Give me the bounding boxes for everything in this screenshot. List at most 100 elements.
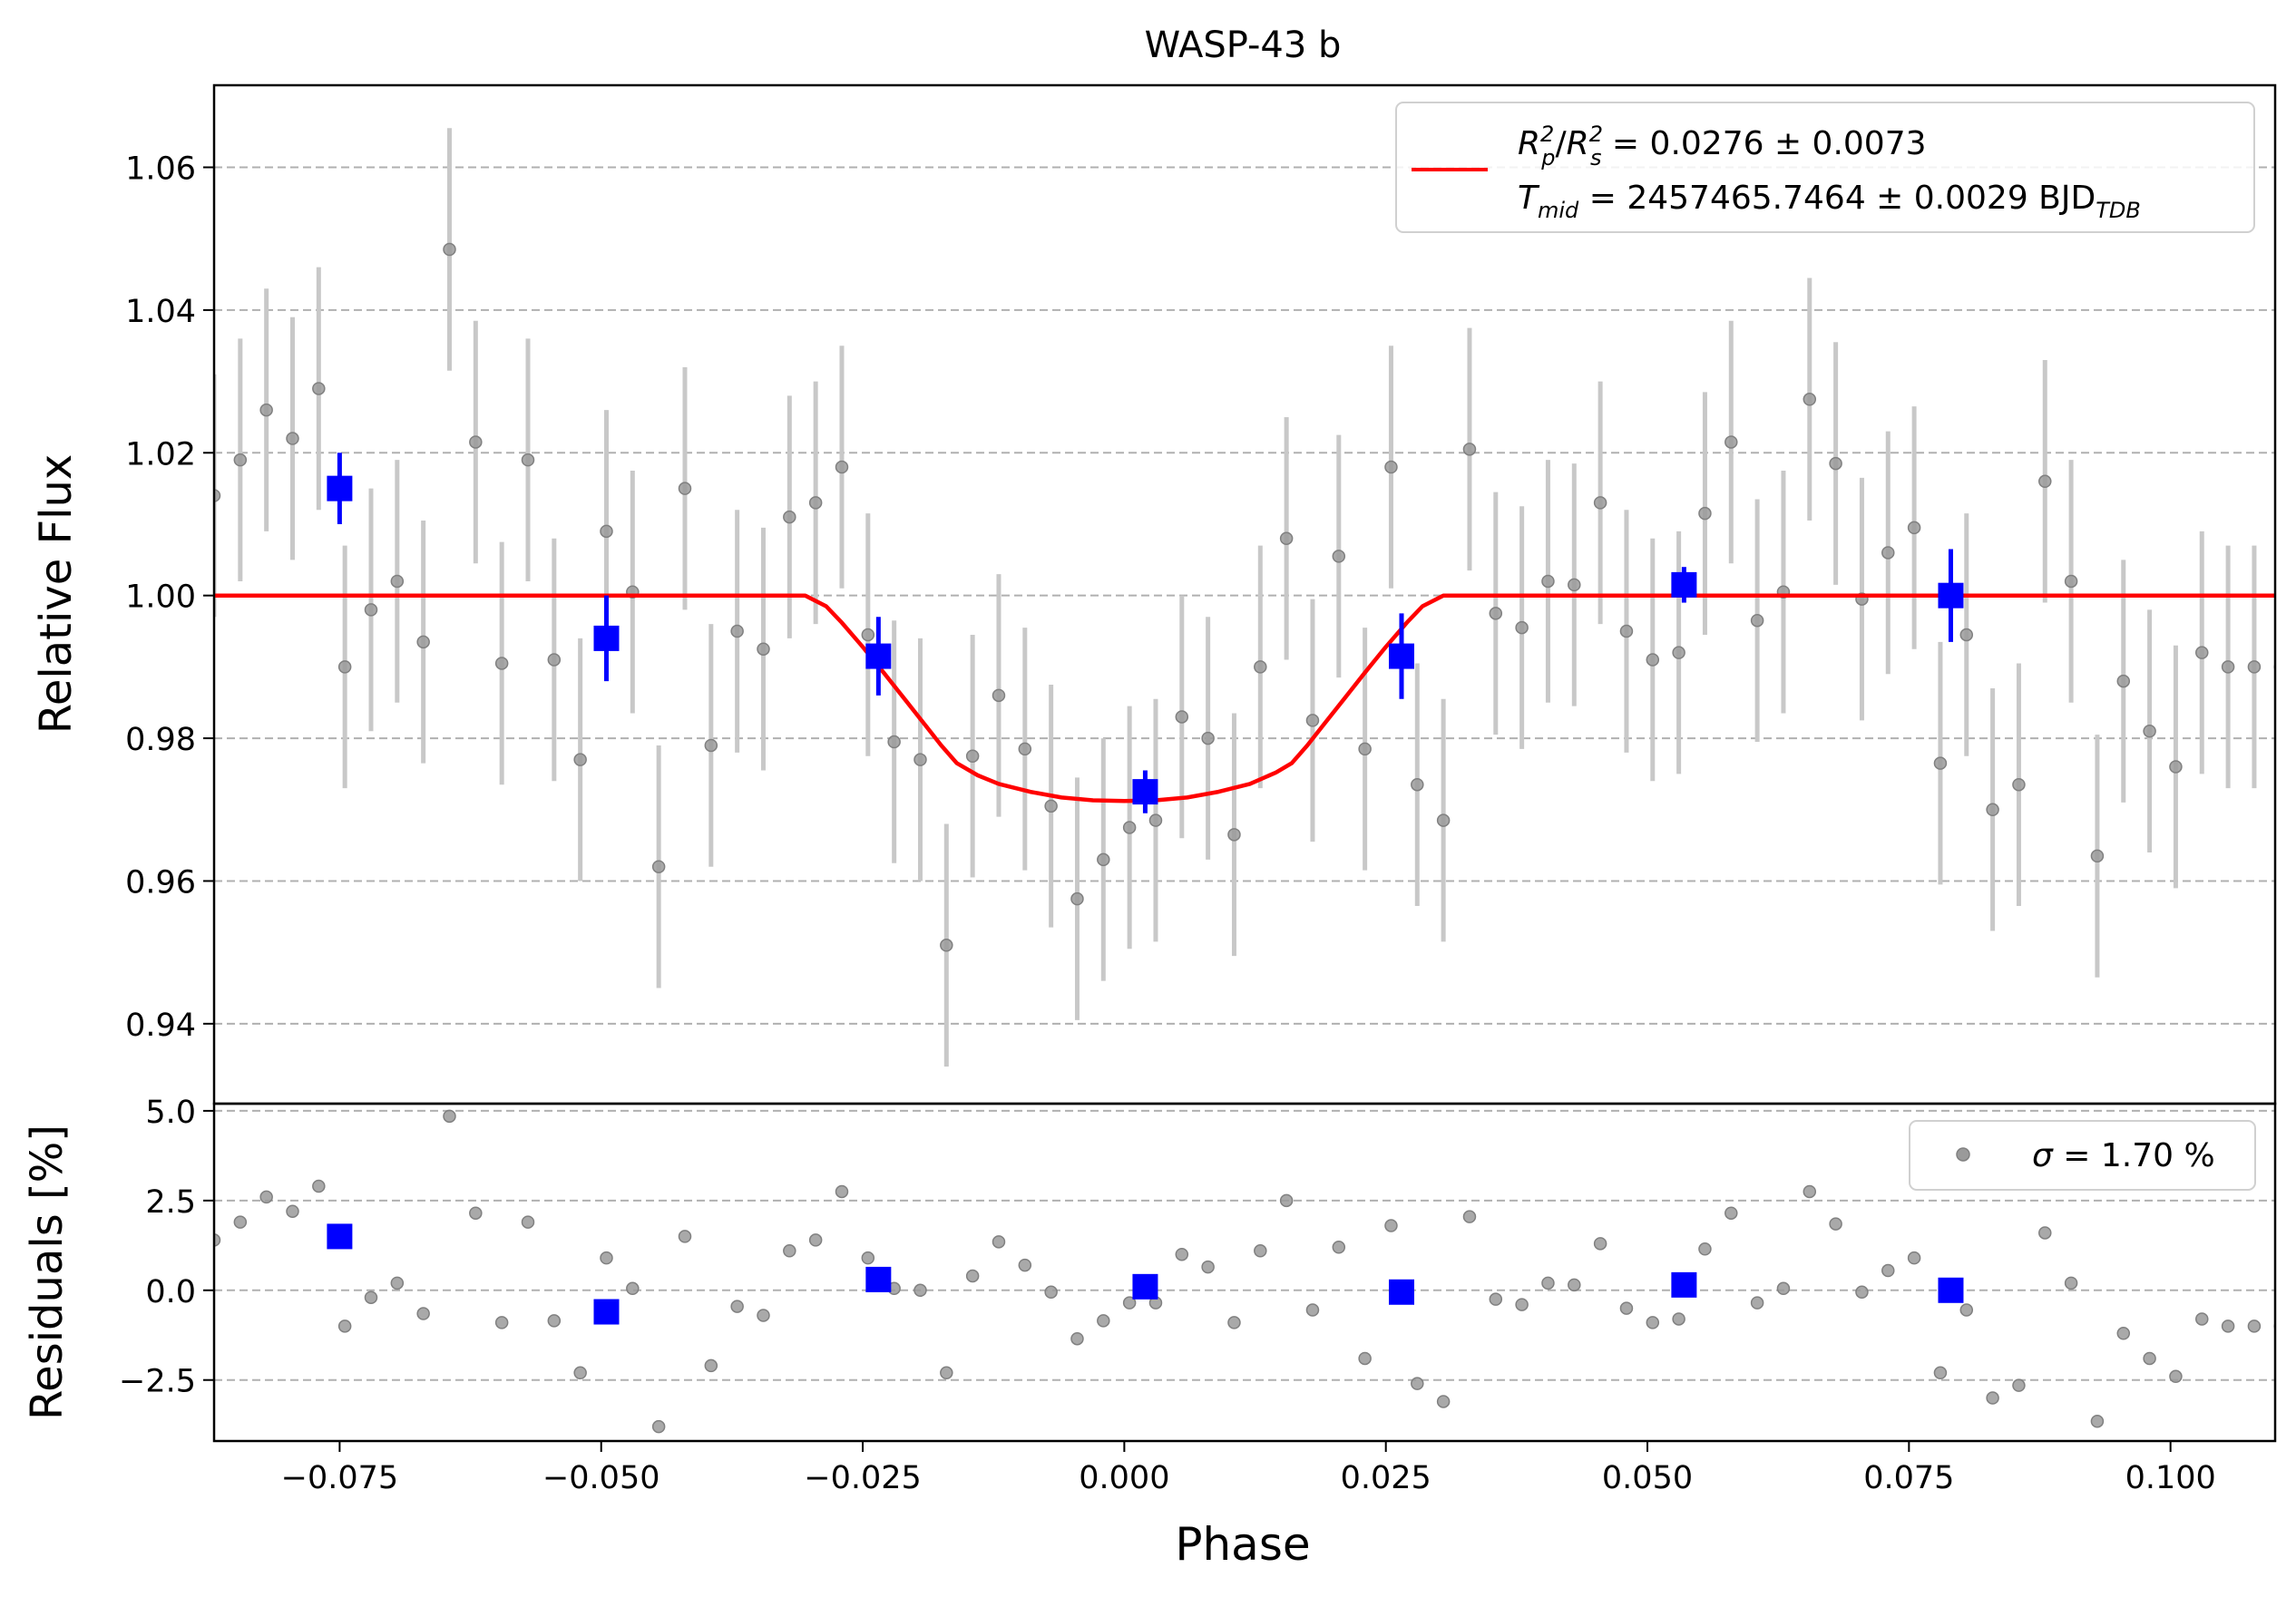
residuals-raw-point <box>2195 1312 2209 1326</box>
flux-raw-point <box>1881 546 1895 560</box>
flux-raw-point <box>1750 613 1764 628</box>
residuals-raw-point <box>600 1251 613 1265</box>
residuals-raw-point <box>808 1233 823 1247</box>
residuals-raw-point <box>704 1358 718 1373</box>
flux-raw-point <box>1279 531 1294 545</box>
flux-raw-point <box>1201 731 1215 745</box>
residuals-raw-point <box>2143 1351 2156 1366</box>
phase-x-tick-label: 0.000 <box>1079 1460 1169 1496</box>
residuals-raw-point <box>861 1251 875 1265</box>
residuals-raw-point <box>259 1190 273 1204</box>
residuals-y-tick-label: 2.5 <box>145 1184 196 1221</box>
flux-raw-point <box>1541 574 1555 589</box>
residuals-raw-point <box>1411 1377 1424 1390</box>
flux-raw-point <box>1568 578 1581 592</box>
flux-raw-point <box>757 642 770 656</box>
residuals-raw-point <box>1803 1184 1817 1199</box>
residuals-y-tick-label: 0.0 <box>145 1274 196 1310</box>
chart-title: WASP-43 b <box>1145 24 1342 66</box>
residuals-y-axis-label: Residuals [%] <box>22 1125 73 1420</box>
residuals-binned-points <box>327 1223 1964 1325</box>
residuals-raw-point <box>1044 1285 1058 1300</box>
flux-raw-point <box>2038 474 2052 489</box>
phase-x-tick-label: −0.050 <box>542 1460 660 1496</box>
flux-binned-point <box>865 643 892 669</box>
residuals-binned-point <box>593 1299 620 1325</box>
residuals-raw-point <box>1462 1210 1477 1223</box>
flux-raw-point <box>1593 496 1607 510</box>
residuals-raw-point <box>1959 1303 1974 1317</box>
residuals-y-ticks: −2.5 0.0 2.5 5.0 <box>119 1095 214 1400</box>
flux-legend: R2 p/R2 s = 0.0276 ± 0.0073 Tmid = 2457465… <box>1395 102 2255 233</box>
residuals-raw-point <box>678 1230 692 1243</box>
flux-raw-point <box>1332 550 1346 563</box>
residuals-raw-point <box>783 1244 796 1258</box>
residuals-raw-point <box>416 1307 430 1320</box>
residuals-raw-point <box>1358 1351 1372 1366</box>
residuals-raw-point <box>1829 1217 1842 1231</box>
phase-x-tick-label: 0.100 <box>2125 1460 2216 1496</box>
residuals-raw-point <box>2116 1327 2131 1340</box>
flux-raw-point <box>808 496 823 510</box>
residuals-raw-point <box>2247 1319 2262 1333</box>
flux-raw-point <box>1227 828 1241 842</box>
phase-x-axis-label: Phase <box>1175 1518 1310 1571</box>
residuals-raw-point <box>2012 1378 2026 1392</box>
residuals-raw-point <box>469 1206 483 1220</box>
flux-y-tick-label: 1.02 <box>125 436 196 472</box>
flux-raw-point <box>704 738 718 753</box>
flux-legend-tmid: Tmid = 2457465.7464 ± 0.0029 BJDTDB <box>1518 180 2141 223</box>
residuals-raw-point <box>1254 1244 1267 1258</box>
flux-raw-point <box>416 635 430 649</box>
flux-raw-point <box>1384 460 1398 474</box>
flux-raw-point <box>2169 760 2183 774</box>
residuals-raw-point <box>2064 1276 2078 1290</box>
flux-raw-point <box>1986 803 1999 817</box>
residuals-raw-point <box>835 1184 849 1199</box>
flux-raw-point <box>286 432 299 445</box>
flux-raw-point <box>861 628 875 642</box>
flux-raw-point <box>1515 620 1529 635</box>
flux-raw-point <box>547 653 562 667</box>
residuals-raw-point <box>626 1281 640 1296</box>
residuals-raw-point <box>1619 1301 1634 1315</box>
flux-raw-point <box>337 660 352 674</box>
flux-raw-point <box>1358 742 1372 756</box>
residuals-raw-point <box>1018 1258 1032 1272</box>
residuals-binned-point <box>1132 1273 1158 1300</box>
residuals-raw-point <box>1201 1260 1215 1274</box>
flux-legend-box <box>1395 102 2255 233</box>
flux-y-axis-label: Relative Flux <box>31 454 82 735</box>
flux-raw-point <box>1462 443 1477 456</box>
residuals-raw-point <box>651 1419 666 1434</box>
flux-y-tick-label: 0.98 <box>125 722 196 758</box>
residuals-raw-point <box>1070 1331 1084 1346</box>
flux-y-tick-label: 1.00 <box>125 579 196 616</box>
flux-raw-point <box>2221 660 2235 674</box>
flux-y-tick-label: 1.06 <box>125 151 196 188</box>
residuals-raw-point <box>965 1269 980 1283</box>
flux-raw-point <box>1097 852 1110 867</box>
residuals-raw-point <box>390 1276 405 1290</box>
residuals-raw-point <box>1097 1314 1110 1328</box>
flux-raw-point <box>312 382 326 395</box>
phase-x-tick-label: 0.075 <box>1863 1460 1954 1496</box>
residuals-raw-point <box>1332 1241 1346 1254</box>
residuals-binned-point <box>1938 1277 1964 1303</box>
phase-x-tick-label: 0.050 <box>1602 1460 1693 1496</box>
residuals-raw-point <box>494 1316 509 1329</box>
flux-raw-point <box>835 460 849 474</box>
flux-y-tick-label: 1.04 <box>125 294 196 330</box>
residuals-y-tick-label: −2.5 <box>119 1364 196 1400</box>
residuals-legend-text: σ = 1.70 % <box>2032 1137 2215 1174</box>
flux-raw-point <box>1646 653 1660 667</box>
residuals-raw-point <box>1122 1296 1137 1310</box>
residuals-raw-point <box>337 1319 352 1333</box>
flux-raw-point <box>1829 456 1842 471</box>
residuals-binned-point <box>327 1223 353 1250</box>
residuals-raw-point <box>2169 1369 2183 1384</box>
residuals-raw-point <box>1384 1219 1398 1232</box>
flux-raw-point <box>2247 660 2262 674</box>
residuals-raw-point <box>757 1309 770 1322</box>
flux-raw-point <box>1122 821 1137 834</box>
